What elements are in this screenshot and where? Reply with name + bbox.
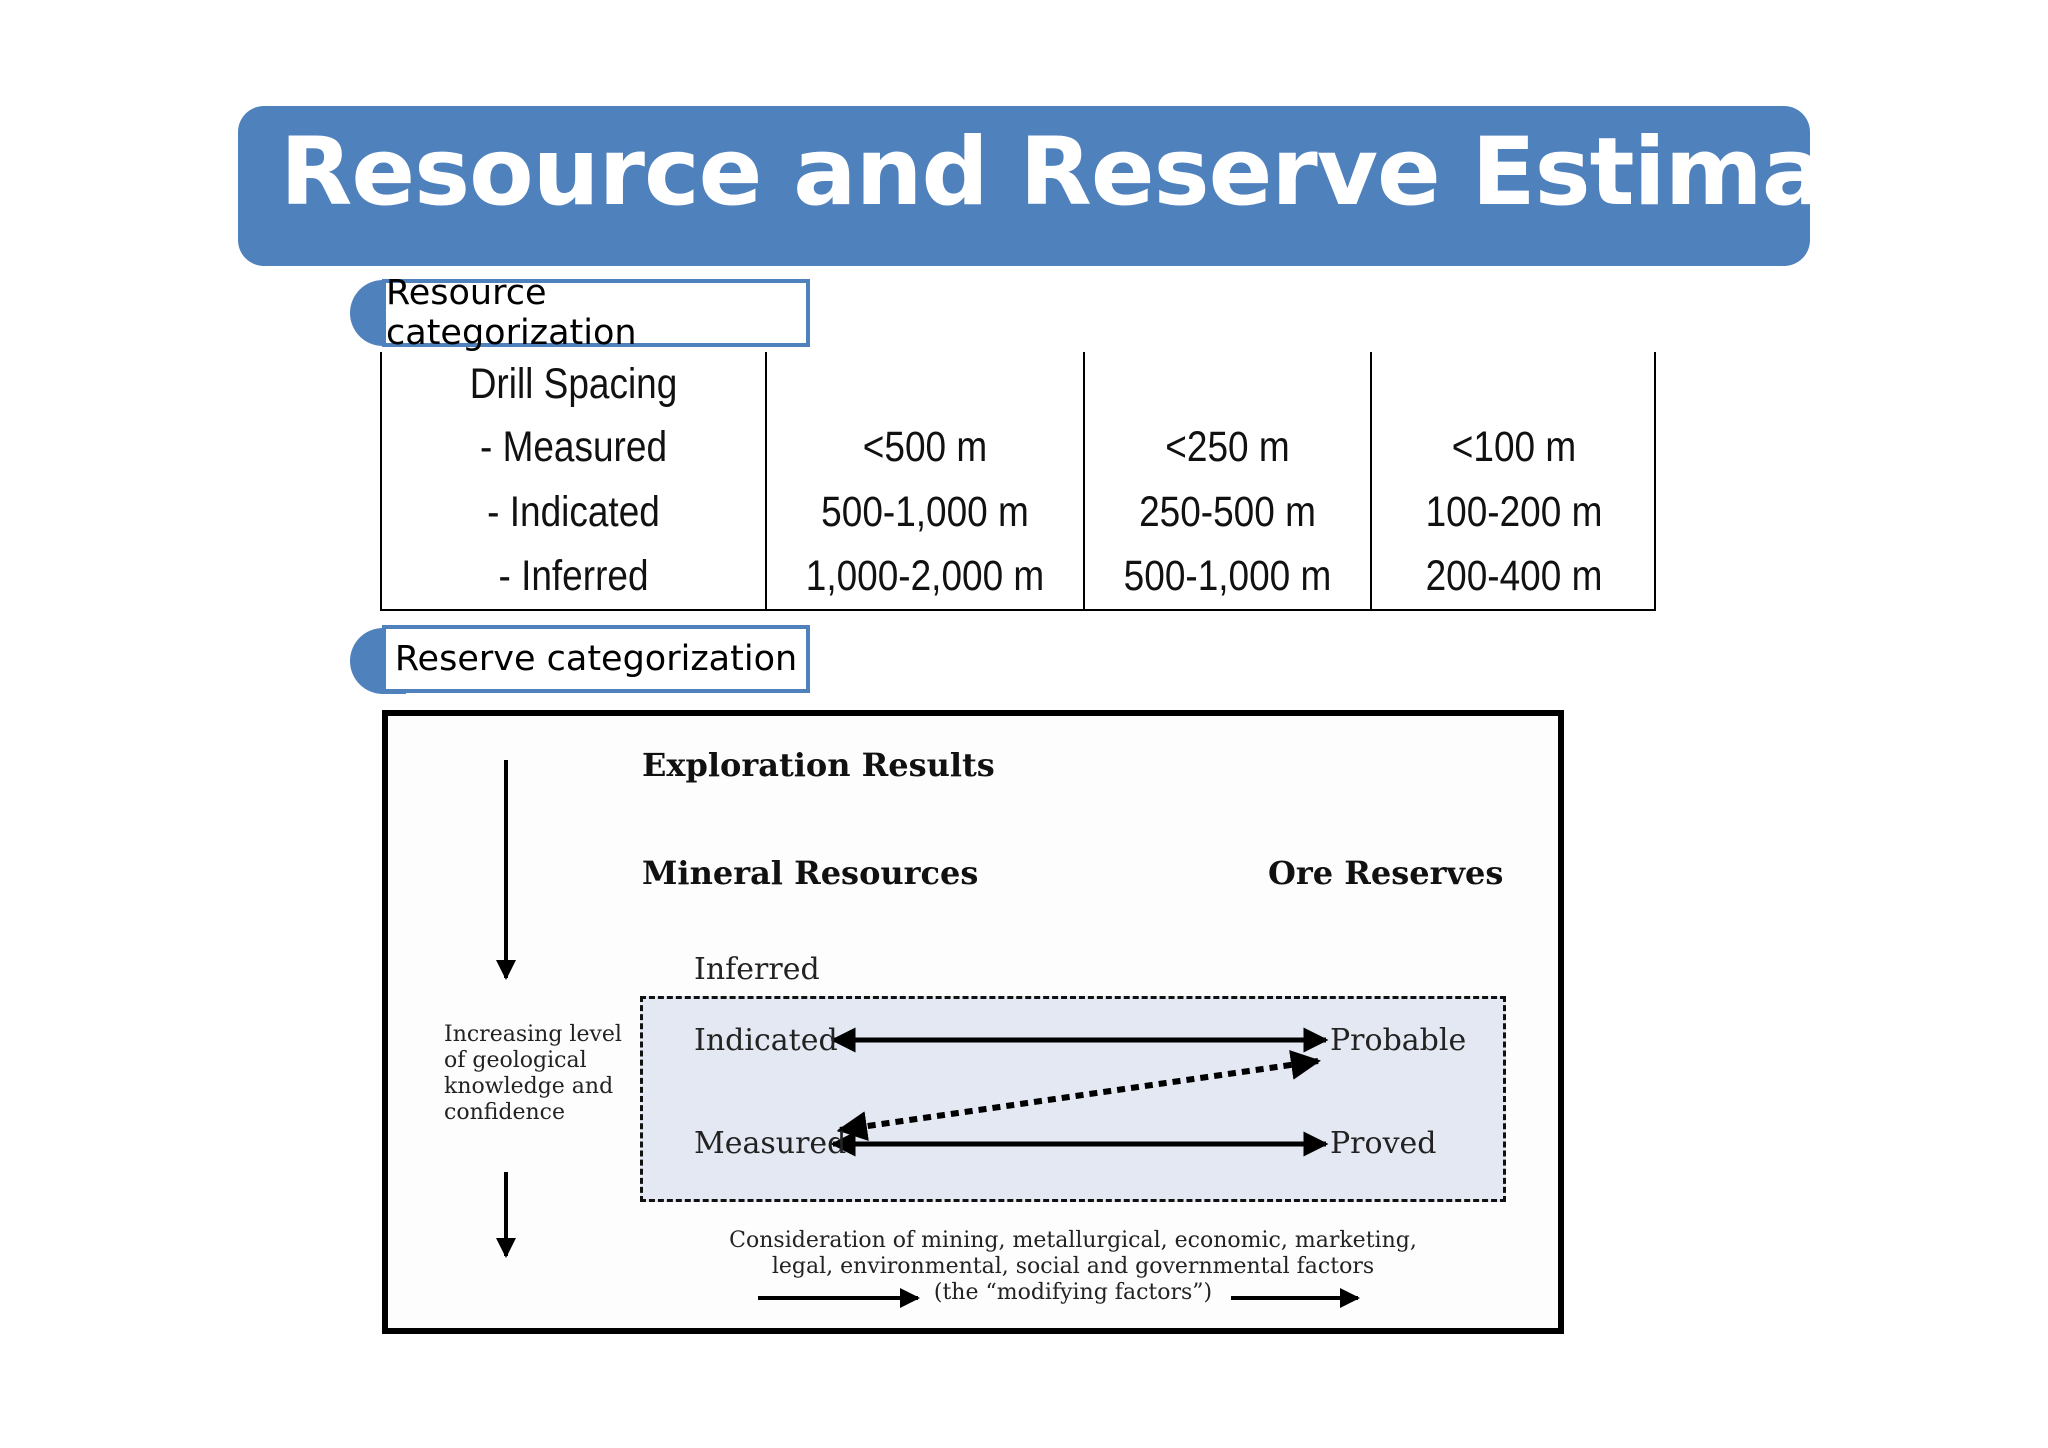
- table-cell: 1,000-2,000 m: [805, 552, 1045, 600]
- title-banner: Resource and Reserve Estimation: [238, 106, 2030, 266]
- table-cell: - Indicated: [487, 488, 660, 536]
- measured-probable-dotted-arrow: [837, 1050, 1321, 1141]
- resource-categorization-label: Resource categorization: [382, 273, 810, 353]
- exploration-results-heading: Exploration Results: [642, 746, 995, 784]
- inferred-label: Inferred: [694, 952, 820, 987]
- table-cell: <250 m: [1165, 423, 1290, 471]
- table-column-1: <500 m 500-1,000 m 1,000-2,000 m: [767, 352, 1085, 609]
- confidence-note-line: Increasing level: [444, 1022, 622, 1047]
- modifying-note-line: Consideration of mining, metallurgical, …: [729, 1228, 1417, 1253]
- table-cell: Drill Spacing: [469, 360, 678, 408]
- proved-label: Proved: [1330, 1126, 1437, 1161]
- table-cell: 500-1,000 m: [821, 488, 1029, 536]
- probable-label: Probable: [1330, 1023, 1467, 1058]
- table-cell: <500 m: [862, 423, 988, 471]
- drill-spacing-table: Drill Spacing - Measured - Indicated - I…: [380, 352, 1656, 611]
- ore-reserves-heading: Ore Reserves: [1268, 854, 1504, 892]
- table-cell: 200-400 m: [1425, 552, 1603, 600]
- table-cell: 250-500 m: [1139, 488, 1316, 536]
- mineral-resources-heading: Mineral Resources: [642, 854, 979, 892]
- modifying-factors-note: Consideration of mining, metallurgical, …: [638, 1228, 1508, 1306]
- table-cell: <100 m: [1451, 423, 1577, 471]
- modifying-note-line: legal, environmental, social and governm…: [771, 1254, 1375, 1279]
- table-column-categories: Drill Spacing - Measured - Indicated - I…: [382, 352, 767, 609]
- table-cell: 100-200 m: [1425, 488, 1603, 536]
- confidence-note-line: of geological: [444, 1048, 587, 1073]
- slide-title: Resource and Reserve Estimation: [280, 118, 2030, 227]
- arrows-layer: [496, 760, 1360, 1308]
- indicated-label: Indicated: [694, 1023, 838, 1058]
- modifying-note-line: (the “modifying factors”): [933, 1280, 1213, 1305]
- reserve-categorization-label: Reserve categorization: [382, 625, 810, 693]
- table-cell: - Measured: [479, 423, 668, 471]
- table-column-2: <250 m 250-500 m 500-1,000 m: [1085, 352, 1372, 609]
- table-column-3: <100 m 100-200 m 200-400 m: [1372, 352, 1656, 609]
- confidence-note: Increasing level of geological knowledge…: [444, 1022, 622, 1126]
- table-cell: - Inferred: [498, 552, 649, 600]
- confidence-note-line: confidence: [444, 1100, 566, 1125]
- reserve-framework-diagram: Exploration Results Mineral Resources Or…: [382, 710, 1564, 1334]
- table-cell: 500-1,000 m: [1123, 552, 1332, 600]
- measured-label: Measured: [694, 1126, 847, 1161]
- confidence-note-line: knowledge and: [444, 1074, 614, 1099]
